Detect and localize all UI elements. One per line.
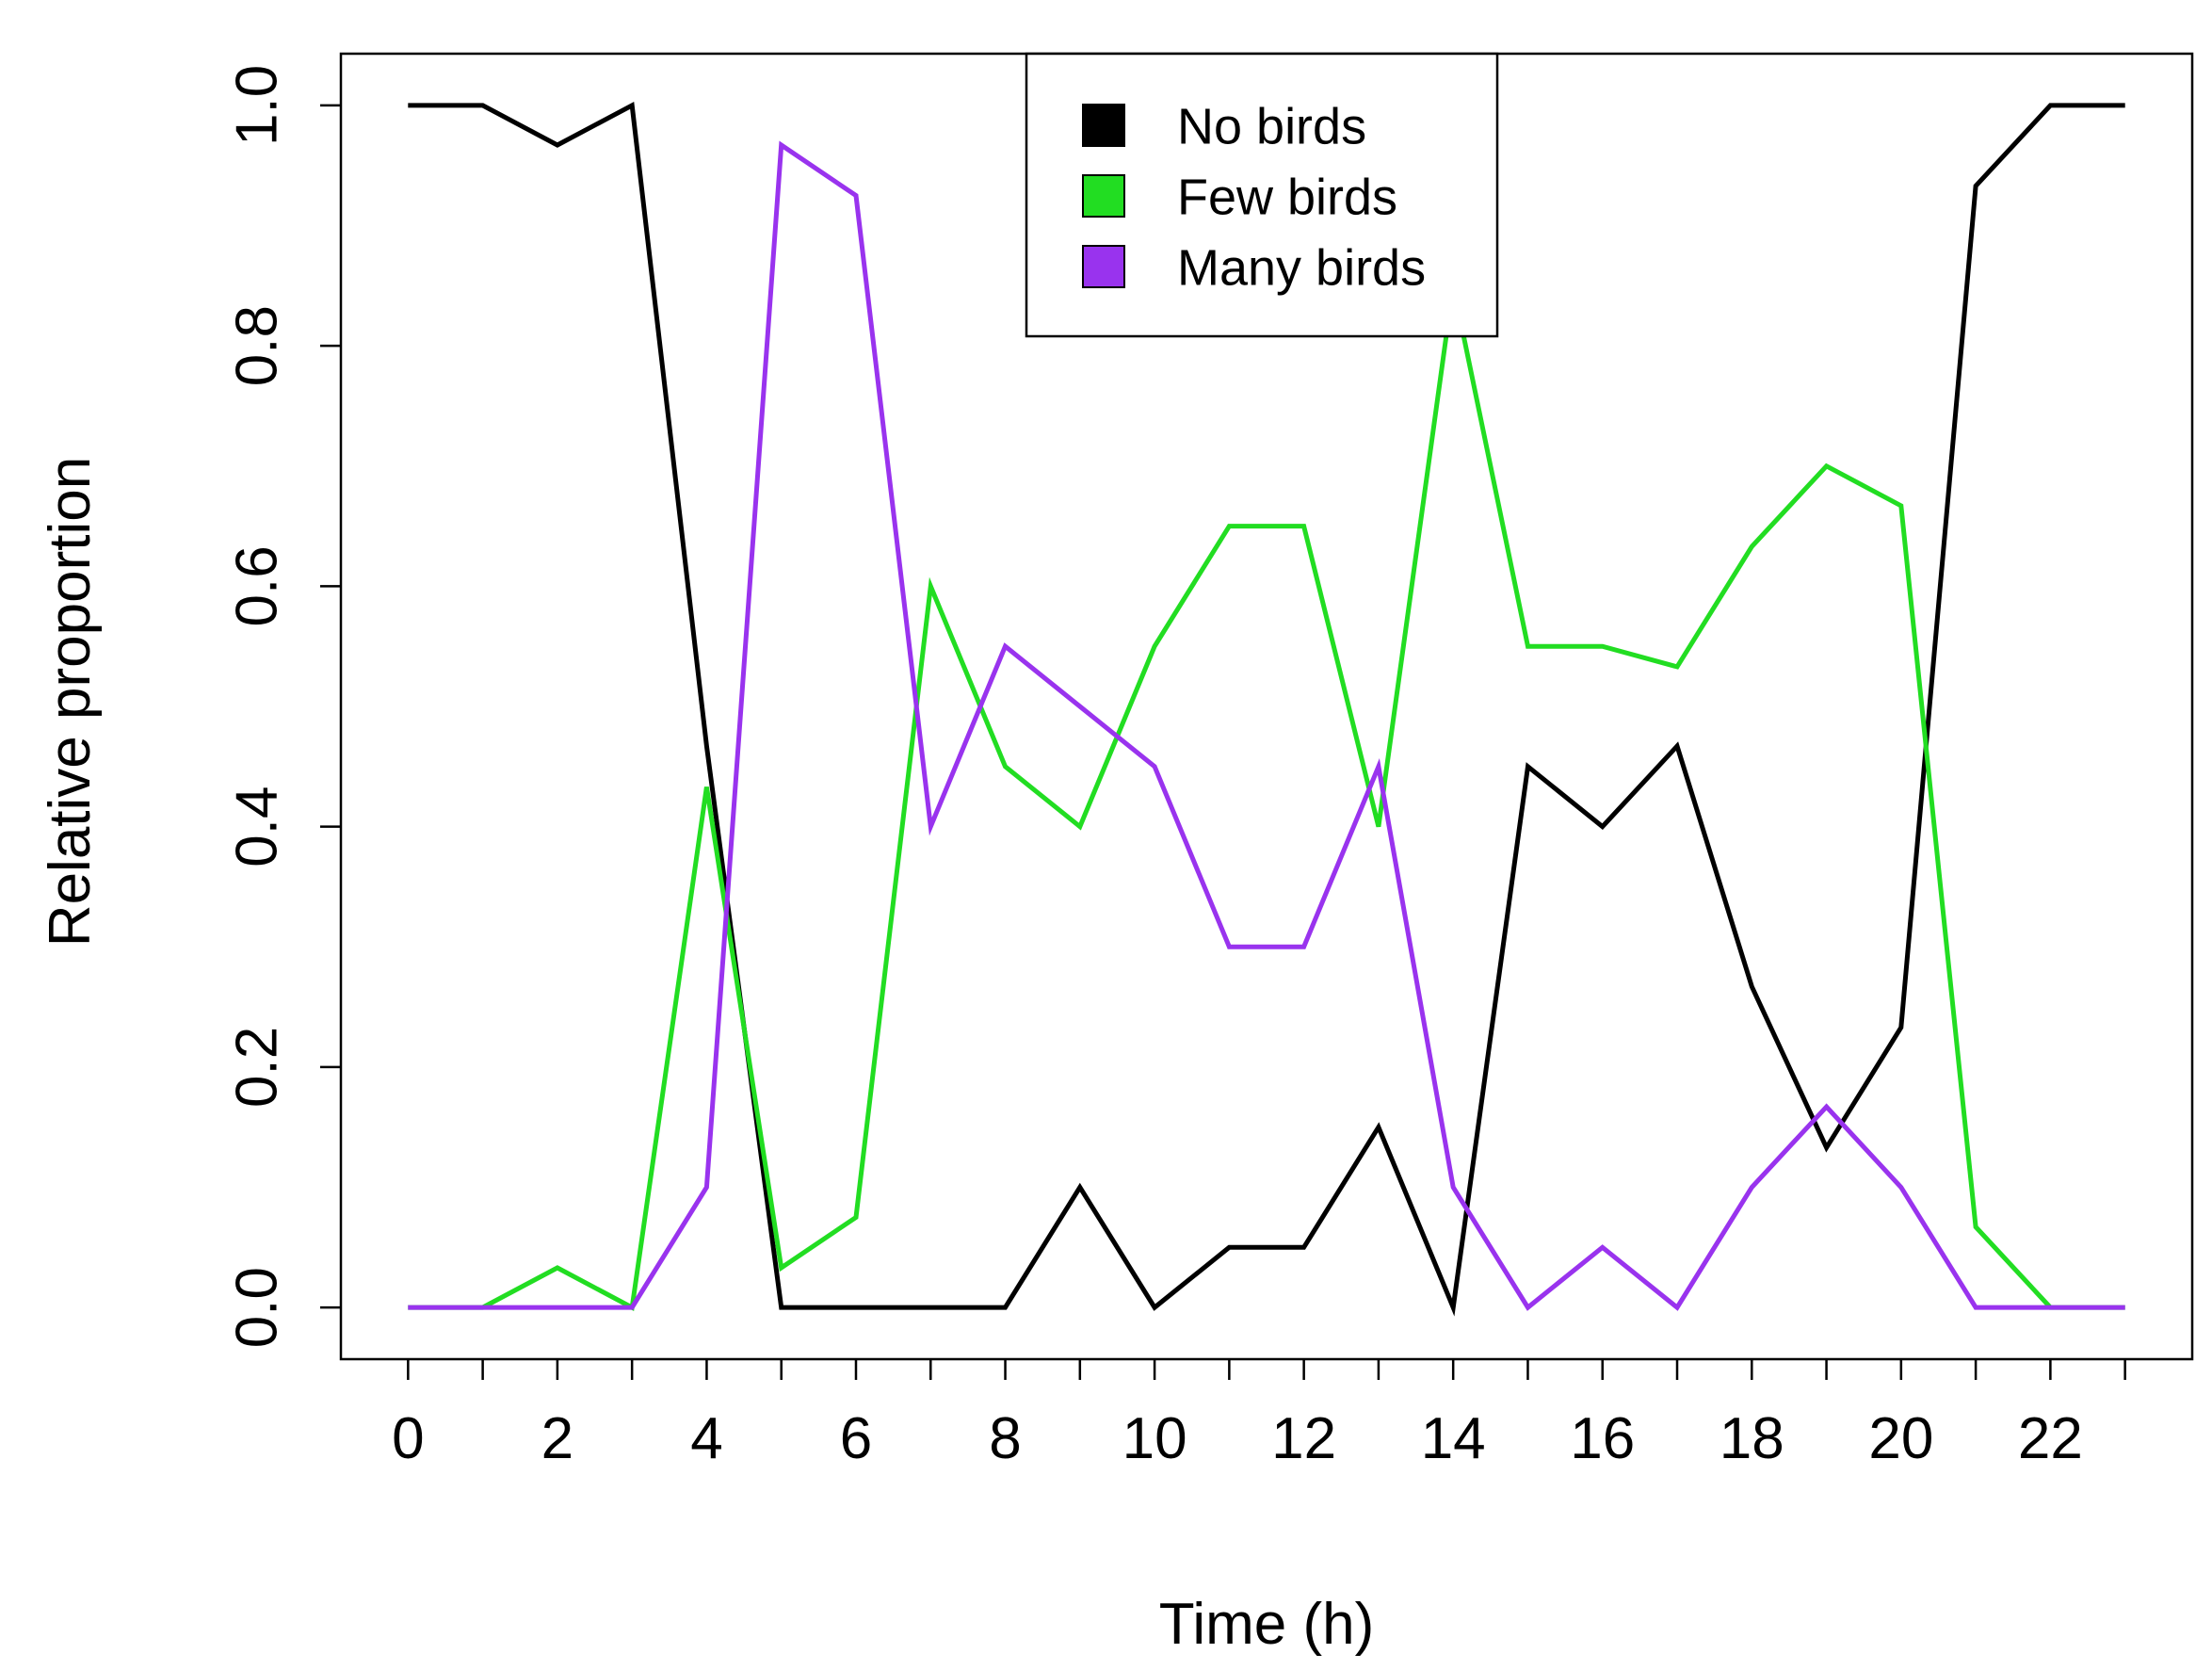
x-tick-label: 22 (2018, 1406, 2083, 1471)
x-tick-label: 16 (1570, 1406, 1635, 1471)
legend-label: Few birds (1177, 169, 1397, 225)
x-tick-label: 20 (1868, 1406, 1933, 1471)
x-tick-label: 2 (541, 1406, 573, 1471)
legend-label: Many birds (1177, 239, 1426, 296)
legend-swatch (1082, 174, 1125, 218)
legend-swatch (1082, 104, 1125, 147)
legend: No birds Few birds Many birds (1025, 52, 1499, 338)
x-axis-title: Time (h) (1159, 1592, 1374, 1657)
y-tick-label: 0.2 (225, 1027, 290, 1108)
series-line-few-birds (408, 284, 2125, 1311)
series-line-many-birds (408, 140, 2125, 1311)
y-tick-label: 0.4 (225, 786, 290, 867)
x-tick-label: 12 (1271, 1406, 1336, 1471)
x-tick-label: 4 (690, 1406, 722, 1471)
legend-swatch (1082, 245, 1125, 288)
legend-label: No birds (1177, 98, 1366, 154)
y-axis-title: Relative proportion (38, 457, 103, 947)
x-tick-label: 6 (840, 1406, 872, 1471)
y-tick-label: 1.0 (225, 65, 290, 146)
y-tick-label: 0.6 (225, 545, 290, 626)
x-tick-label: 18 (1720, 1406, 1784, 1471)
x-tick-label: 0 (392, 1406, 424, 1471)
x-tick-label: 14 (1421, 1406, 1486, 1471)
series-line-no-birds (408, 101, 2125, 1317)
y-axis: 0.0 0.2 0.4 0.6 0.8 1.0 (225, 65, 341, 1348)
y-tick-label: 0.8 (225, 305, 290, 386)
x-axis: 0 2 4 6 8 10 12 14 16 18 20 22 (392, 1359, 2126, 1471)
x-tick-label: 8 (989, 1406, 1021, 1471)
x-tick-label: 10 (1122, 1406, 1187, 1471)
y-tick-label: 0.0 (225, 1267, 290, 1348)
series-layer (408, 101, 2125, 1317)
